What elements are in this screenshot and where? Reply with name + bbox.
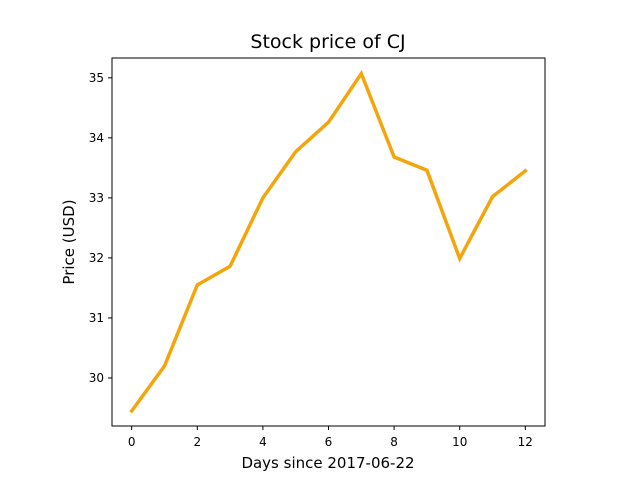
x-tick-label: 6 [325, 435, 333, 449]
plot-area: 0 2 4 6 8 10 12 30 31 32 33 34 35 [89, 57, 546, 449]
y-tick-label: 33 [89, 191, 104, 205]
y-tick-label: 35 [89, 71, 104, 85]
x-tick-label: 12 [518, 435, 533, 449]
x-axis-ticks: 0 2 4 6 8 10 12 [128, 426, 533, 449]
y-tick-label: 31 [89, 311, 104, 325]
series-layer [129, 69, 528, 414]
x-tick-label: 2 [193, 435, 201, 449]
y-tick-label: 34 [89, 131, 104, 145]
series-line-0 [129, 69, 528, 414]
y-axis-label: Price (USD) [60, 199, 78, 284]
x-axis-label: Days since 2017-06-22 [241, 454, 414, 472]
x-tick-label: 8 [390, 435, 398, 449]
y-tick-label: 30 [89, 371, 104, 385]
chart-title: Stock price of CJ [250, 31, 405, 53]
x-tick-label: 4 [259, 435, 267, 449]
x-tick-label: 0 [128, 435, 136, 449]
y-tick-label: 32 [89, 251, 104, 265]
y-axis-ticks: 30 31 32 33 34 35 [89, 71, 112, 385]
x-tick-label: 10 [452, 435, 467, 449]
